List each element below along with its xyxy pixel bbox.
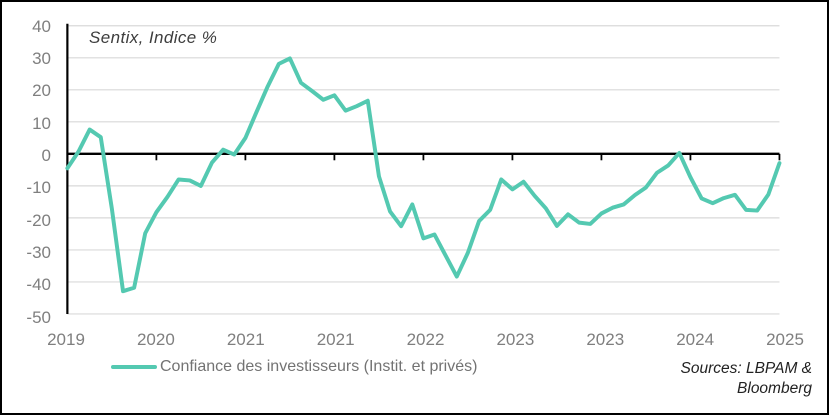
series-line	[65, 56, 782, 294]
legend: Confiance des investisseurs (Instit. et …	[111, 357, 477, 377]
y-axis-tick-label: -50	[26, 307, 51, 327]
x-axis-tick-label: 2022	[406, 330, 445, 349]
x-axis-tick-label: 2023	[496, 330, 535, 349]
source-note: Sources: LBPAM & Bloomberg	[680, 359, 812, 399]
x-axis-tick-label: 2021	[226, 330, 265, 349]
source-note-line1: Sources: LBPAM &	[680, 360, 812, 377]
y-axis-tick-label: 20	[32, 81, 51, 101]
x-axis-tick-label: 2020	[136, 330, 175, 349]
x-axis-tick-label: 2024	[676, 330, 715, 349]
x-axis-tick-label: 2025	[766, 330, 804, 349]
source-note-line2: Bloomberg	[737, 380, 812, 397]
x-axis-tick-label: 2023	[586, 330, 625, 349]
y-axis-tick-label: 0	[41, 145, 51, 165]
y-axis-tick-label: 10	[32, 113, 51, 133]
y-axis-tick-label: 40	[32, 16, 51, 36]
y-axis-tick-label: -30	[26, 242, 51, 262]
x-axis-tick-label: 2021	[316, 330, 355, 349]
legend-series-label: Confiance des investisseurs (Instit. et …	[160, 358, 478, 375]
y-axis-tick-label: 30	[32, 48, 51, 68]
y-axis-tick-label: -40	[26, 275, 51, 295]
y-axis-tick-label: -10	[26, 178, 51, 198]
x-axis-tick-label: 2019	[47, 330, 85, 349]
chart-title: Sentix, Indice %	[89, 28, 218, 47]
y-axis-tick-label: -20	[26, 210, 51, 230]
legend-line-marker	[111, 364, 157, 370]
